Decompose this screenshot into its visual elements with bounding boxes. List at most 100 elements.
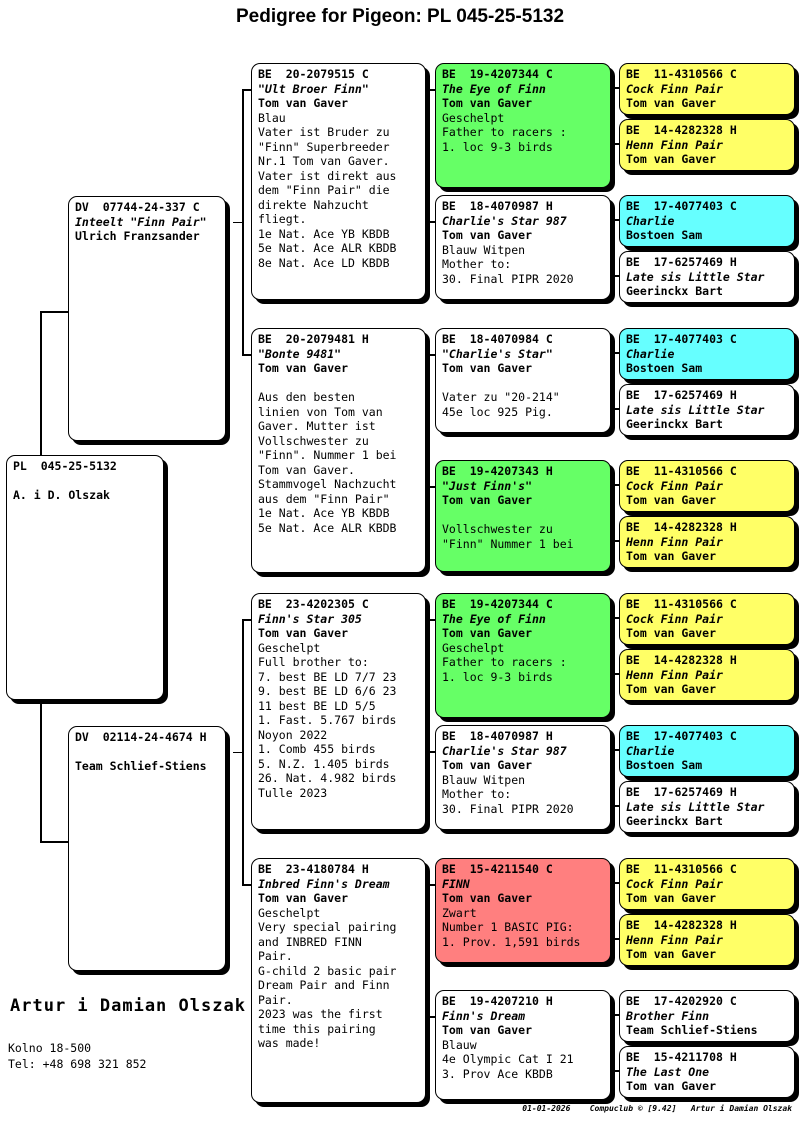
- card-gen4-9[interactable]: BE 11-4310566 C Cock Finn Pair Tom van Gav…: [619, 593, 795, 645]
- card-bird-name: "Just Finn's": [442, 478, 533, 493]
- card-owner: Tom van Gaver: [626, 549, 717, 563]
- card-owner: Tom van Gaver: [442, 361, 533, 375]
- footer-account: Artur i Damian Olszak: [690, 1104, 792, 1113]
- card-owner: Tom van Gaver: [626, 493, 717, 507]
- card-ring-number: BE 19-4207344 C: [442, 597, 553, 611]
- card-ring-number: BE 19-4207344 C: [442, 67, 553, 81]
- card-bird-name: Henn Finn Pair: [626, 932, 723, 947]
- connector-horizontal: [610, 275, 619, 277]
- card-ring-number: BE 11-4310566 C: [626, 67, 737, 81]
- card-ring-number: BE 11-4310566 C: [626, 862, 737, 876]
- card-ring-number: BE 17-6257469 H: [626, 388, 737, 402]
- card-bird-name: Charlie's Star 987: [442, 743, 567, 758]
- breeder-phone: Tel: +48 698 321 852: [8, 1057, 147, 1071]
- connector-horizontal: [610, 484, 619, 486]
- card-bird-name: Cock Finn Pair: [626, 81, 723, 96]
- card-bird-name: "Charlie's Star": [442, 346, 553, 361]
- footer-date: 01-01-2026: [522, 1104, 571, 1113]
- card-owner: Tom van Gaver: [442, 626, 533, 640]
- card-bird-name: Charlie: [626, 743, 675, 758]
- card-ring-number: BE 18-4070984 C: [442, 332, 553, 346]
- card-gen3-3[interactable]: BE 18-4070984 C "Charlie's Star" Tom van G…: [435, 328, 611, 433]
- card-subject[interactable]: PL 045-25-5132 A. i D. Olszak: [6, 455, 164, 700]
- connector-horizontal: [610, 749, 619, 751]
- card-bird-name: Cock Finn Pair: [626, 876, 723, 891]
- card-gen4-2[interactable]: BE 14-4282328 H Henn Finn Pair Tom van Gav…: [619, 119, 795, 171]
- card-gen3-4[interactable]: BE 19-4207343 H "Just Finn's" Tom van Gave…: [435, 460, 611, 572]
- card-owner: Tom van Gaver: [626, 152, 717, 166]
- card-bird-name: Cock Finn Pair: [626, 478, 723, 493]
- connector-horizontal: [610, 87, 619, 89]
- connector-horizontal: [40, 841, 68, 843]
- connector-horizontal: [610, 617, 619, 619]
- card-gen4-5[interactable]: BE 17-4077403 C Charlie Bostoen Sam: [619, 328, 795, 380]
- card-ring-number: BE 17-6257469 H: [626, 785, 737, 799]
- card-gen4-3[interactable]: BE 17-4077403 C Charlie Bostoen Sam: [619, 195, 795, 247]
- connector-horizontal: [426, 1016, 435, 1018]
- card-notes: Zwart Number 1 BASIC PIG: 1. Prov. 1,591…: [442, 905, 581, 949]
- card-ring-number: BE 14-4282328 H: [626, 520, 737, 534]
- card-owner: Bostoen Sam: [626, 758, 703, 772]
- connector-horizontal: [426, 619, 435, 621]
- card-bird-name: The Eye of Finn: [442, 611, 546, 626]
- card-notes: Geschelpt Very special pairing and INBRE…: [258, 905, 397, 1051]
- card-bird-name: FINN: [442, 876, 470, 891]
- connector-horizontal: [426, 884, 435, 886]
- connector-horizontal: [242, 354, 251, 356]
- card-gen4-7[interactable]: BE 11-4310566 C Cock Finn Pair Tom van Gav…: [619, 460, 795, 512]
- card-gen3-5[interactable]: BE 19-4207344 C The Eye of Finn Tom van Ga…: [435, 593, 611, 718]
- card-ring-number: PL 045-25-5132: [13, 459, 117, 473]
- card-gen3-1[interactable]: BE 19-4207344 C The Eye of Finn Tom van Ga…: [435, 63, 611, 188]
- card-gen4-4[interactable]: BE 17-6257469 H Late sis Little Star Geeri…: [619, 251, 795, 303]
- card-gen1-sire[interactable]: DV 07744-24-337 C Inteelt "Finn Pair" Ulri…: [68, 196, 226, 441]
- card-gen2-2[interactable]: BE 20-2079481 H "Bonte 9481" Tom van Gaver…: [251, 328, 426, 573]
- connector-horizontal: [610, 805, 619, 807]
- card-gen4-16[interactable]: BE 15-4211708 H The Last One Tom van Gaver: [619, 1046, 795, 1098]
- card-ring-number: BE 17-4202920 C: [626, 994, 737, 1008]
- card-gen4-13[interactable]: BE 11-4310566 C Cock Finn Pair Tom van Gav…: [619, 858, 795, 910]
- card-gen3-2[interactable]: BE 18-4070987 H Charlie's Star 987 Tom van…: [435, 195, 611, 300]
- card-gen3-7[interactable]: BE 15-4211540 C FINN Tom van Gaver Zwart Nu…: [435, 858, 611, 963]
- card-gen4-6[interactable]: BE 17-6257469 H Late sis Little Star Geeri…: [619, 384, 795, 436]
- card-gen2-3[interactable]: BE 23-4202305 C Finn's Star 305 Tom van Ga…: [251, 593, 426, 830]
- footer-software: Compuclub © [9.42]: [589, 1104, 677, 1113]
- connector-horizontal: [610, 1014, 619, 1016]
- breeder-name: Artur i Damian Olszak: [10, 996, 246, 1016]
- card-gen4-1[interactable]: BE 11-4310566 C Cock Finn Pair Tom van Gav…: [619, 63, 795, 115]
- connector-horizontal: [40, 311, 68, 313]
- card-ring-number: BE 11-4310566 C: [626, 464, 737, 478]
- card-gen4-10[interactable]: BE 14-4282328 H Henn Finn Pair Tom van Gav…: [619, 649, 795, 701]
- card-ring-number: BE 14-4282328 H: [626, 123, 737, 137]
- connector-horizontal: [233, 751, 243, 754]
- card-gen4-15[interactable]: BE 17-4202920 C Brother Finn Team Schlief-…: [619, 990, 795, 1042]
- card-bird-name: Cock Finn Pair: [626, 611, 723, 626]
- card-owner: Tom van Gaver: [442, 493, 533, 507]
- card-bird-name: The Last One: [626, 1064, 710, 1079]
- card-owner: Tom van Gaver: [442, 96, 533, 110]
- connector-horizontal: [426, 354, 435, 356]
- card-gen4-8[interactable]: BE 14-4282328 H Henn Finn Pair Tom van Gav…: [619, 516, 795, 568]
- card-owner: Tom van Gaver: [442, 1023, 533, 1037]
- card-gen2-1[interactable]: BE 20-2079515 C "Ult Broer Finn" Tom van G…: [251, 63, 426, 300]
- card-owner: Geerinckx Bart: [626, 417, 723, 431]
- card-ring-number: DV 07744-24-337 C: [75, 200, 200, 214]
- card-gen2-4[interactable]: BE 23-4180784 H Inbred Finn's Dream Tom va…: [251, 858, 426, 1103]
- card-gen3-8[interactable]: BE 19-4207210 H Finn's Dream Tom van Gaver…: [435, 990, 611, 1100]
- card-gen1-dam[interactable]: DV 02114-24-4674 H Team Schlief-Stiens: [68, 726, 226, 971]
- card-owner: Tom van Gaver: [258, 361, 349, 375]
- card-bird-name: Henn Finn Pair: [626, 667, 723, 682]
- card-owner: Tom van Gaver: [442, 228, 533, 242]
- card-ring-number: BE 18-4070987 H: [442, 729, 553, 743]
- card-gen3-6[interactable]: BE 18-4070987 H Charlie's Star 987 Tom van…: [435, 725, 611, 830]
- footer-bar: 01-01-2026 Compuclub © [9.42] Artur i Da…: [0, 1104, 792, 1113]
- card-bird-name: Finn's Star 305: [258, 611, 362, 626]
- breeder-address: Kolno 18-500: [8, 1041, 92, 1055]
- card-gen4-11[interactable]: BE 17-4077403 C Charlie Bostoen Sam: [619, 725, 795, 777]
- card-gen4-12[interactable]: BE 17-6257469 H Late sis Little Star Geeri…: [619, 781, 795, 833]
- card-ring-number: BE 17-4077403 C: [626, 729, 737, 743]
- card-notes: Geschelpt Full brother to: 7. best BE LD…: [258, 640, 397, 800]
- connector-horizontal: [242, 884, 251, 886]
- card-ring-number: BE 23-4180784 H: [258, 862, 369, 876]
- card-gen4-14[interactable]: BE 14-4282328 H Henn Finn Pair Tom van Gav…: [619, 914, 795, 966]
- card-bird-name: Late sis Little Star: [626, 799, 765, 814]
